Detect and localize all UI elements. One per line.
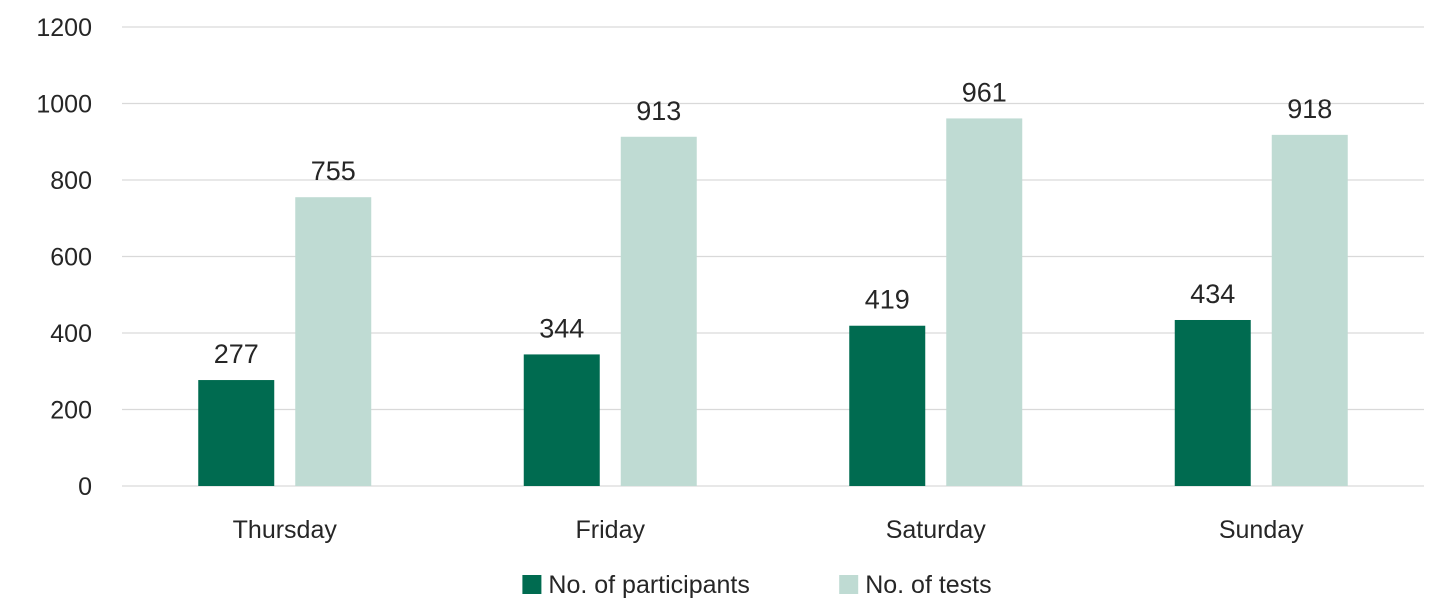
y-axis-ticks: 0 200 400 600 800 1000 1200 <box>36 14 92 501</box>
data-label: 913 <box>636 96 681 126</box>
y-tick-label: 800 <box>50 167 92 195</box>
legend-label: No. of participants <box>548 571 750 599</box>
bars <box>198 118 1348 487</box>
data-label: 918 <box>1287 94 1332 124</box>
y-tick-label: 1000 <box>36 91 92 119</box>
bar-participants <box>849 325 926 486</box>
data-label: 344 <box>539 313 584 343</box>
data-label: 434 <box>1190 279 1235 309</box>
legend: No. of participants No. of tests <box>522 571 992 599</box>
data-label: 755 <box>311 156 356 186</box>
data-label: 419 <box>865 285 910 315</box>
legend-swatch <box>522 575 542 594</box>
bar-participants <box>523 354 600 486</box>
bar-participants <box>198 380 275 486</box>
legend-label: No. of tests <box>865 571 991 599</box>
x-tick-label: Friday <box>576 516 646 544</box>
x-tick-label: Sunday <box>1219 516 1304 544</box>
y-tick-label: 400 <box>50 320 92 348</box>
y-tick-label: 1200 <box>36 14 92 42</box>
bar-participants <box>1174 319 1251 486</box>
data-label: 961 <box>962 77 1007 107</box>
bar-tests <box>1271 134 1348 487</box>
y-tick-label: 0 <box>78 473 92 501</box>
y-tick-label: 200 <box>50 397 92 425</box>
x-tick-label: Saturday <box>886 516 987 544</box>
x-axis-ticks: Thursday Friday Saturday Sunday <box>233 516 1305 544</box>
data-labels: 277 755 344 913 419 961 434 918 <box>214 77 1333 369</box>
bar-tests <box>620 136 697 486</box>
bar-tests <box>946 118 1023 486</box>
bar-tests <box>295 197 372 486</box>
y-tick-label: 600 <box>50 244 92 272</box>
legend-swatch <box>839 575 859 594</box>
data-label: 277 <box>214 339 259 369</box>
x-tick-label: Thursday <box>233 516 338 544</box>
